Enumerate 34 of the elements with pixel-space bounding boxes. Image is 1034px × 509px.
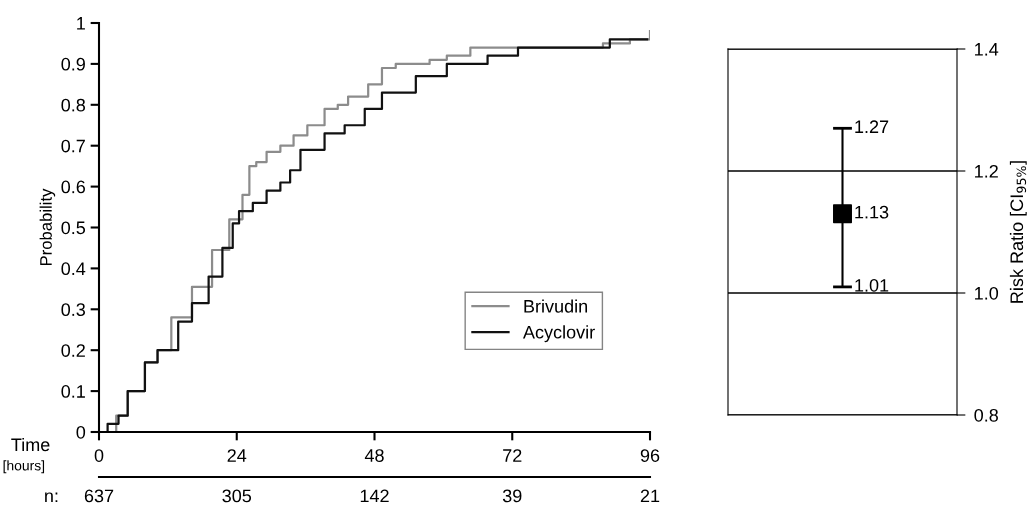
x-tick-label: 0 xyxy=(94,449,104,462)
text: n: xyxy=(45,492,58,503)
legend-label: Acyclovir xyxy=(522,325,595,343)
x-tick-label: 24 xyxy=(227,449,247,462)
y-tick-label: 0.6 xyxy=(61,180,86,194)
text: 305 xyxy=(222,489,252,503)
y-tick-label: 0.1 xyxy=(61,385,85,398)
text: 21 xyxy=(640,489,660,503)
y-tick-label: 0.9 xyxy=(61,57,85,71)
annotation: 1.01 xyxy=(855,278,889,292)
y-tick-label: 0 xyxy=(76,425,86,439)
y-tick-label: 0.2 xyxy=(61,344,85,357)
y-tick-label: 1.2 xyxy=(975,164,998,178)
data-label: 1.13 xyxy=(855,205,889,219)
y-tick-label: 1 xyxy=(77,17,85,30)
y-axis-title: Probability xyxy=(39,188,56,266)
y-tick-label: 1.0 xyxy=(975,286,999,300)
x-axis-title: Time [hours] xyxy=(3,437,50,474)
legend-label: Brivudin xyxy=(524,299,588,313)
x-tick-label: 96 xyxy=(640,449,660,462)
y-tick-label: 1.4 xyxy=(975,43,999,56)
y-tick-label: 0.5 xyxy=(61,221,86,235)
annotation: 1.27 xyxy=(855,120,889,133)
text: 637 xyxy=(84,489,114,503)
y-tick-label: 0.8 xyxy=(974,408,998,422)
y-tick-label: 0.3 xyxy=(61,303,86,317)
x-tick-label: 72 xyxy=(503,449,522,462)
y-axis-title: Risk Ratio [CI$_{95%}$] xyxy=(1009,161,1027,303)
y-tick-label: 0.8 xyxy=(61,98,86,112)
y-tick-label: 0.4 xyxy=(61,262,86,276)
text: 142 xyxy=(360,489,389,503)
y-tick-label: 0.7 xyxy=(61,139,85,153)
x-tick-label: 48 xyxy=(364,449,384,462)
text: 39 xyxy=(502,489,522,503)
